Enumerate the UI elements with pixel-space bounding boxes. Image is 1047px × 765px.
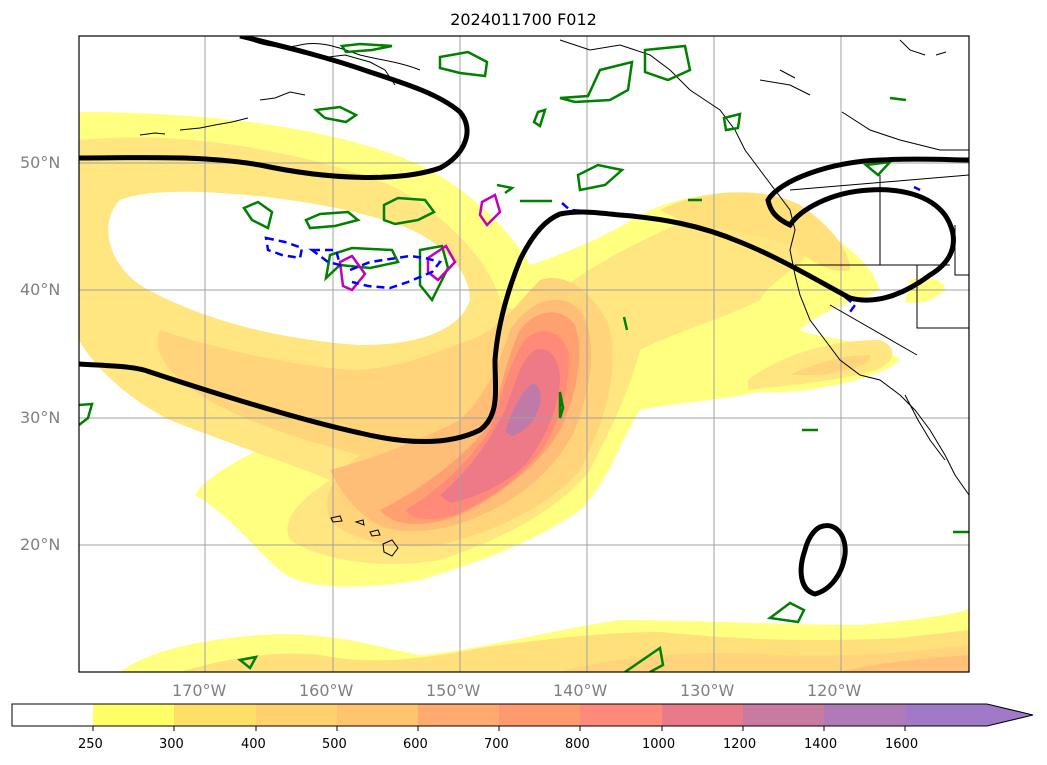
colorbar-tick-label: 300: [159, 737, 184, 752]
lon-label-130w: 130°W: [680, 681, 735, 700]
colorbar-tick-label: 700: [484, 737, 509, 752]
lat-label-20n: 20°N: [20, 535, 61, 554]
lat-label-50n: 50°N: [20, 153, 61, 172]
lat-label-30n: 30°N: [20, 408, 61, 427]
coastlines: [139, 36, 969, 496]
filled-contours: [79, 112, 969, 672]
colorbar-tick-label: 400: [241, 737, 266, 752]
colorbar-tick-label: 500: [322, 737, 347, 752]
colorbar: [11, 703, 1034, 731]
colorbar-tick-label: 600: [403, 737, 428, 752]
lon-label-140w: 140°W: [553, 681, 608, 700]
colorbar-tick-label: 1600: [885, 737, 919, 752]
colorbar-tick-label: 1000: [642, 737, 676, 752]
lat-label-40n: 40°N: [20, 280, 61, 299]
colorbar-tick-label: 800: [565, 737, 590, 752]
black-thick-contour: [79, 36, 969, 597]
lon-label-160w: 160°W: [299, 681, 354, 700]
magenta-contours: [338, 193, 502, 292]
hawaii-islands: [330, 515, 399, 557]
map-title: 2024011700 F012: [450, 10, 597, 29]
colorbar-tick-label: 1200: [723, 737, 757, 752]
lon-label-170w: 170°W: [172, 681, 227, 700]
colorbar-tick-label: 1400: [804, 737, 838, 752]
lon-label-150w: 150°W: [426, 681, 481, 700]
green-contours: [79, 42, 969, 672]
lon-label-120w: 120°W: [807, 681, 862, 700]
map-frame: [78, 35, 970, 673]
colorbar-tick-label: 250: [78, 737, 103, 752]
